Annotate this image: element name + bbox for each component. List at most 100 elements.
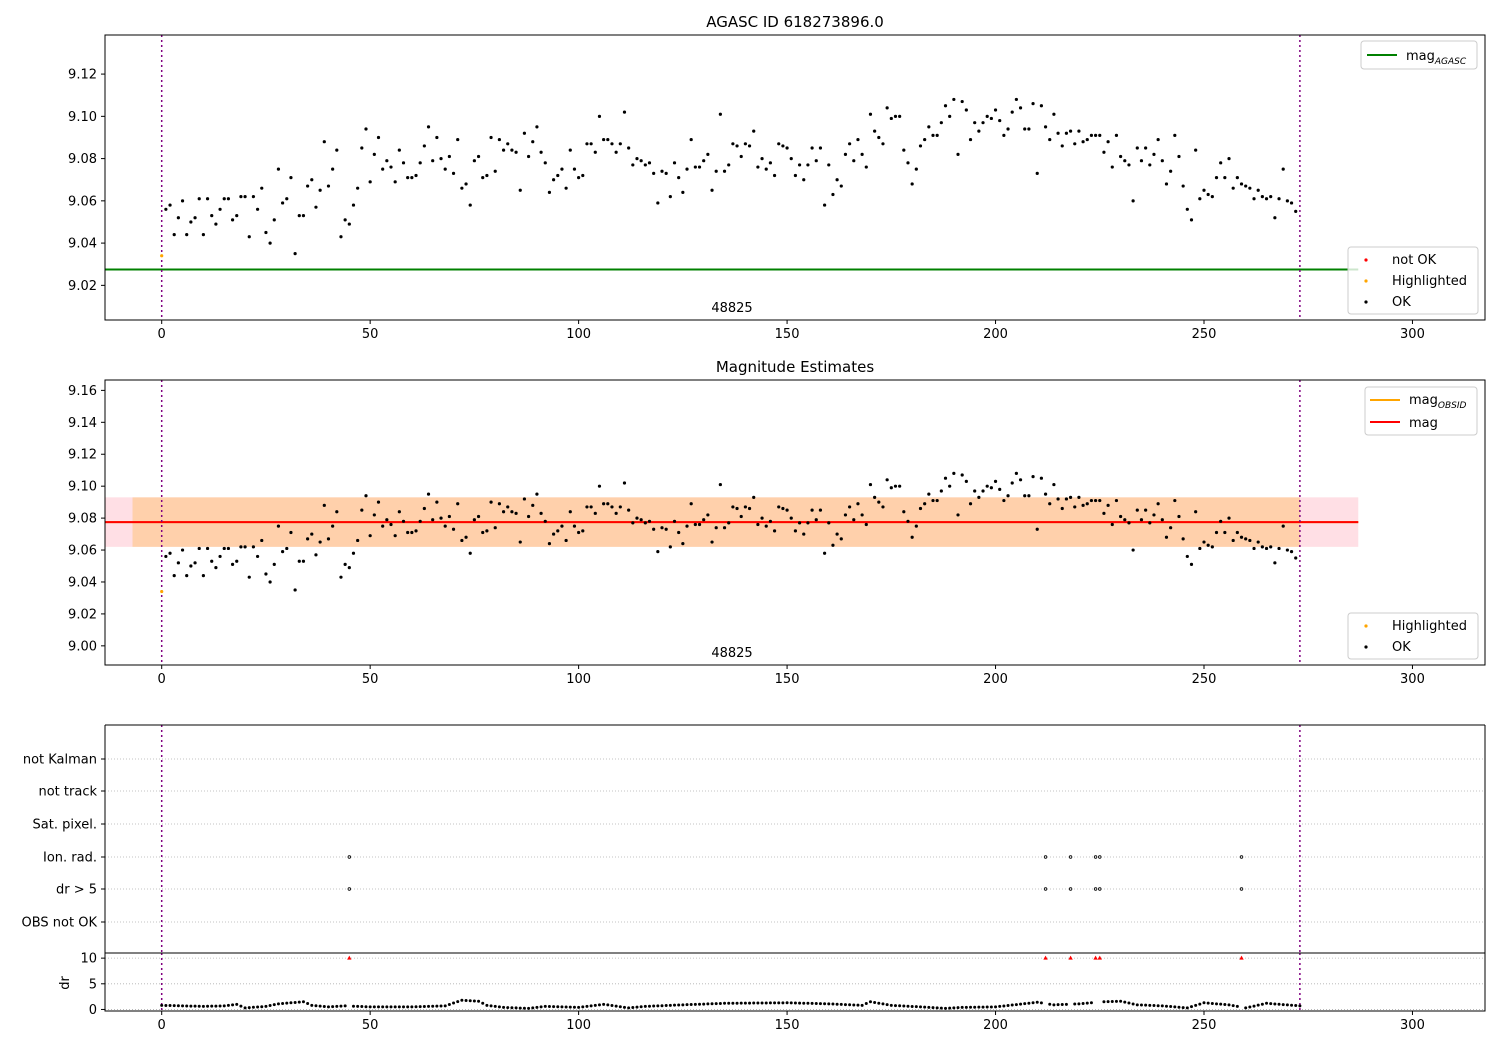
dr-point <box>477 999 481 1003</box>
data-point-ok <box>735 506 739 511</box>
data-point-ok <box>731 142 735 146</box>
dr-point <box>1027 1001 1031 1005</box>
data-point-ok <box>276 167 281 171</box>
dr-point <box>1294 1004 1298 1008</box>
data-point-ok <box>939 121 943 125</box>
legend-label-mag-agasc: magAGASC <box>1406 49 1467 67</box>
data-point-ok <box>827 163 831 167</box>
data-point-ok <box>435 135 439 140</box>
data-point-ok <box>1252 197 1256 201</box>
data-point-ok <box>1248 538 1252 543</box>
dr-point <box>835 1002 839 1006</box>
data-point-ok <box>514 511 518 515</box>
dr-point <box>1277 1002 1281 1006</box>
data-point-ok <box>301 214 306 218</box>
data-point-ok <box>781 144 785 148</box>
panel1-title: AGASC ID 618273896.0 <box>706 13 884 31</box>
data-point-ok <box>985 114 989 118</box>
data-point-ok <box>606 137 610 142</box>
dr-point <box>564 1005 568 1009</box>
data-point-ok <box>535 492 539 496</box>
data-point-ok <box>1173 133 1177 137</box>
data-point-ok <box>414 529 418 533</box>
data-point-ok <box>456 502 460 506</box>
dr-point <box>231 1003 235 1007</box>
data-point-ok <box>426 492 431 496</box>
dr-point <box>643 1004 647 1008</box>
dr-point <box>627 1006 631 1010</box>
dr-point <box>385 1005 389 1009</box>
dr-point <box>1235 1004 1239 1008</box>
dr-point <box>723 1001 727 1005</box>
data-point-ok <box>823 551 827 555</box>
data-point-ok <box>385 159 389 163</box>
data-point-ok <box>956 152 960 156</box>
data-point-ok <box>1252 546 1256 551</box>
data-point-ok <box>835 532 839 536</box>
data-point-ok <box>614 511 618 515</box>
dr-point <box>510 1006 514 1010</box>
dr-point <box>1202 1001 1206 1005</box>
data-point-ok <box>552 532 556 536</box>
dr-point <box>185 1004 189 1008</box>
data-point-ok <box>547 190 552 194</box>
data-point-ok <box>1048 137 1052 142</box>
data-point-ok <box>351 551 356 555</box>
dr-point <box>489 1004 493 1008</box>
data-point-ok <box>889 486 893 490</box>
data-point-ok <box>589 142 593 146</box>
dr-point <box>1260 1002 1264 1006</box>
data-point-ok <box>572 524 577 528</box>
data-point-ok <box>1031 474 1035 479</box>
data-point-ok <box>998 487 1002 491</box>
dr-point <box>381 1005 385 1009</box>
x-tick-label: 250 <box>1192 1018 1217 1033</box>
data-point-ok <box>1114 133 1119 137</box>
data-point-ok <box>1189 562 1194 567</box>
dr-point <box>902 1004 906 1008</box>
data-point-ok <box>1027 494 1031 498</box>
dr-point <box>1189 1005 1193 1009</box>
data-point-ok <box>364 494 368 498</box>
dr-point <box>522 1006 526 1010</box>
data-point-ok <box>585 505 589 509</box>
data-point-ok <box>710 540 714 544</box>
dr-point <box>802 1001 806 1005</box>
panel2-legend-bottom: Highlighted OK <box>1347 612 1479 660</box>
data-point-ok <box>906 161 910 165</box>
dr-point <box>1052 1003 1056 1007</box>
dr-point <box>718 1001 722 1005</box>
data-point-ok <box>889 116 893 121</box>
dr-point <box>1081 1001 1085 1005</box>
data-point-ok <box>781 506 785 511</box>
dr-point <box>585 1004 589 1008</box>
panel-flags: not Kalman not track Sat. pixel. Ion. rad. d… <box>22 724 1486 953</box>
dr-point <box>668 1003 672 1007</box>
data-point-ok <box>255 554 260 559</box>
data-point-ok <box>564 186 568 190</box>
x-tick-label: 200 <box>983 327 1008 342</box>
data-point-ok <box>614 150 618 154</box>
data-point-ok <box>602 137 606 142</box>
data-point-ok <box>501 148 506 152</box>
dr-point <box>343 1004 347 1008</box>
data-point-ok <box>410 176 414 180</box>
data-point-ok <box>1294 209 1298 214</box>
dr-point <box>572 1005 576 1009</box>
data-point-ok <box>1048 502 1052 506</box>
data-point-ok <box>1219 161 1223 165</box>
dr-point <box>602 1002 606 1006</box>
data-point-ok <box>385 518 389 522</box>
data-point-ok <box>372 513 376 517</box>
dr-point <box>1127 1001 1131 1005</box>
legend-marker-ok <box>1364 300 1368 304</box>
data-point-ok <box>1248 186 1252 190</box>
data-point-ok <box>185 233 189 237</box>
data-point-ok <box>577 530 581 535</box>
x-tick-label: 300 <box>1400 327 1425 342</box>
data-point-ok <box>518 188 522 192</box>
flag-point <box>1098 855 1102 859</box>
data-point-ok <box>1043 125 1048 129</box>
data-point-ok <box>331 524 335 528</box>
data-point-ok <box>1014 471 1018 476</box>
